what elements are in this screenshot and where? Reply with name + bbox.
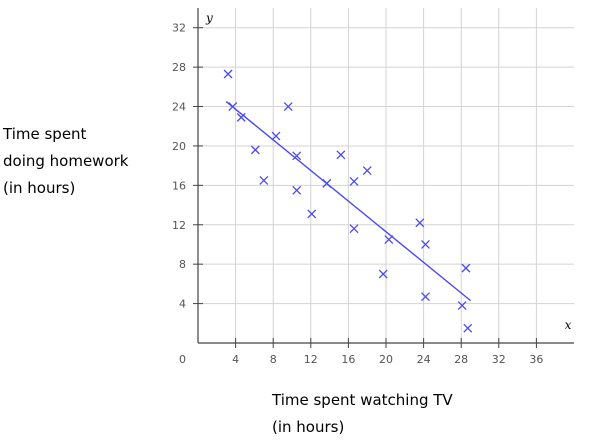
data-point: [228, 102, 238, 111]
grid: [198, 8, 574, 343]
data-point: [415, 218, 425, 228]
y-tick-label: 16: [172, 179, 186, 192]
data-point-stroke: [457, 301, 467, 311]
data-point: [457, 301, 467, 311]
data-point-stroke: [336, 150, 346, 160]
data-point: [463, 323, 473, 333]
data-point-stroke: [271, 131, 281, 141]
x-tick-label: 24: [417, 353, 431, 366]
data-point: [384, 235, 394, 245]
x-axis-variable: x: [565, 318, 572, 332]
axes: yx: [193, 8, 574, 348]
data-point-stroke: [421, 292, 430, 302]
data-point: [336, 150, 346, 160]
x-tick-label: 4: [232, 353, 239, 366]
y-axis-label-line-1: Time spent: [3, 125, 87, 143]
y-tick-label: 20: [172, 140, 186, 153]
y-tick-label: 24: [172, 101, 186, 114]
data-point: [307, 209, 317, 219]
data-point-stroke: [283, 102, 293, 111]
data-point-stroke: [421, 240, 430, 249]
y-axis-variable: y: [205, 11, 213, 25]
data-point-stroke: [461, 263, 471, 273]
data-point-stroke: [378, 269, 388, 279]
data-point-stroke: [349, 224, 359, 234]
y-axis-label-line-3: (in hours): [3, 179, 76, 197]
data-point: [421, 292, 430, 302]
x-tick-label: 8: [270, 353, 277, 366]
y-tick-label: 8: [179, 258, 186, 271]
tick-labels: 4 8 12 16 20 24 28 32 36 4 8 12 16 20 24 28 32 0: [172, 22, 543, 366]
data-point-stroke: [292, 185, 302, 195]
x-tick-label: 20: [379, 353, 393, 366]
data-point-stroke: [292, 151, 302, 161]
data-point-stroke: [223, 69, 233, 79]
x-axis-label-line-2: (in hours): [272, 418, 345, 436]
data-point-stroke: [362, 166, 372, 176]
x-tick-label: 16: [341, 353, 355, 366]
y-tick-label: 28: [172, 61, 186, 74]
y-tick-label: 4: [179, 298, 186, 311]
data-point-stroke: [322, 178, 332, 188]
y-tick-label: 12: [172, 219, 186, 232]
data-point-stroke: [415, 218, 425, 228]
data-point: [349, 176, 359, 186]
data-point-stroke: [307, 209, 317, 219]
data-point: [250, 145, 260, 155]
x-axis-label-line-1: Time spent watching TV: [272, 391, 453, 409]
x-tick-label: 28: [454, 353, 468, 366]
data-point: [236, 112, 246, 122]
data-point-stroke: [228, 102, 238, 111]
data-point-stroke: [250, 145, 260, 155]
data-point: [292, 185, 302, 195]
x-tick-label: 36: [529, 353, 543, 366]
data-point: [271, 131, 281, 141]
data-points: [223, 69, 473, 333]
data-point-stroke: [463, 323, 473, 333]
data-point-stroke: [236, 112, 246, 122]
trend-line: [225, 101, 472, 302]
x-tick-label: 32: [492, 353, 506, 366]
data-point: [349, 224, 359, 234]
origin-label: 0: [179, 353, 186, 366]
y-tick-label: 32: [172, 22, 186, 35]
data-point: [223, 69, 233, 79]
y-axis-label-line-2: doing homework: [3, 152, 129, 170]
data-point-stroke: [349, 176, 359, 186]
data-point: [322, 178, 332, 188]
data-point: [283, 102, 293, 111]
x-tick-label: 12: [304, 353, 318, 366]
data-point: [362, 166, 372, 176]
data-point: [259, 175, 269, 185]
trend-line-group: [225, 101, 472, 302]
data-point: [421, 240, 430, 249]
data-point-stroke: [259, 175, 269, 185]
data-point: [292, 151, 302, 161]
data-point: [378, 269, 388, 279]
data-point-stroke: [384, 235, 394, 245]
data-point: [461, 263, 471, 273]
